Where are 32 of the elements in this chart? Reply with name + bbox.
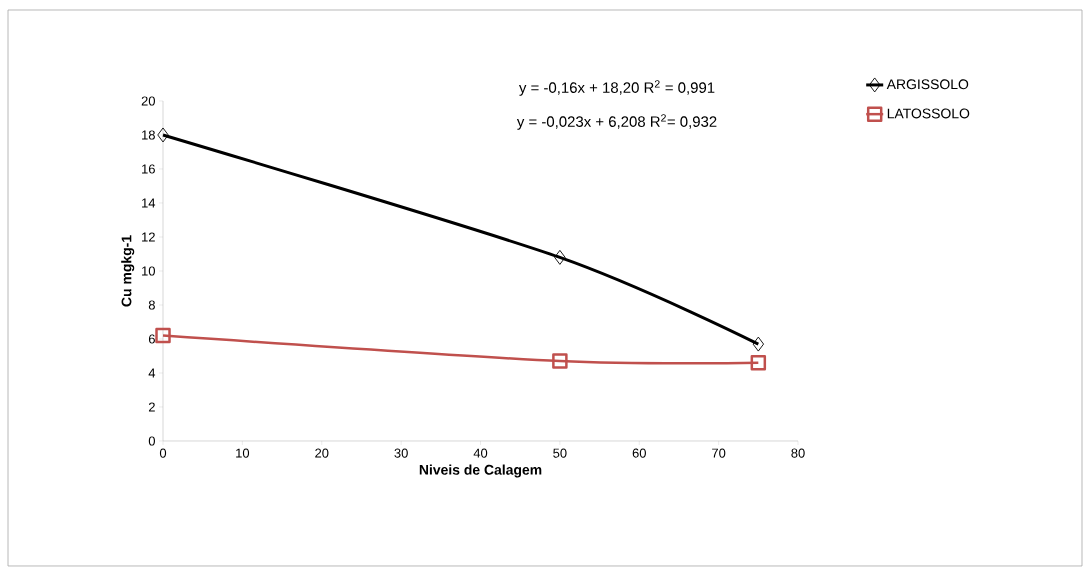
x-tick-label: 80 (791, 448, 805, 458)
y-axis-title: Cu mgkg-1 (121, 235, 135, 307)
y-tick-label: 14 (142, 198, 156, 208)
x-tick-label: 40 (473, 448, 488, 458)
point (752, 336, 765, 352)
y-tick-label: 20 (141, 96, 155, 106)
y-tick-label: 10 (142, 266, 155, 276)
point (552, 353, 568, 369)
point (554, 249, 566, 265)
annotation: y = -0,023x + 6,208 R$^{2}$= 0,932 (516, 114, 717, 130)
y-tick-label: 16 (142, 164, 155, 174)
x-tick-label: 50 (553, 448, 567, 458)
point (750, 355, 767, 371)
x-tick-label: 20 (315, 448, 329, 458)
text: y = -0,16x + 18,20 R$^{2}$ = 0,991 (518, 80, 715, 96)
x-tick-label: 30 (394, 448, 408, 458)
point (155, 327, 171, 344)
x-axis-title: Niveis de Calagem (419, 464, 542, 478)
x-tick-label: 10 (236, 448, 250, 458)
x-tick-label: 0 (159, 448, 167, 458)
y-tick-label: 12 (142, 232, 155, 242)
y-tick-label: 4 (148, 368, 156, 378)
legend-label: LATOSSOLO (887, 108, 970, 119)
point (157, 127, 169, 143)
x-tick-label: 70 (712, 448, 726, 458)
y-tick-label: 6 (148, 334, 155, 344)
y-tick-label: 2 (148, 402, 155, 412)
y-tick-label: 18 (142, 130, 155, 140)
y-tick-label: 0 (148, 436, 155, 446)
legend-label: ARGISSOLO (886, 79, 969, 90)
y-tick-label: 8 (148, 300, 155, 310)
x-tick-label: 60 (632, 448, 646, 458)
